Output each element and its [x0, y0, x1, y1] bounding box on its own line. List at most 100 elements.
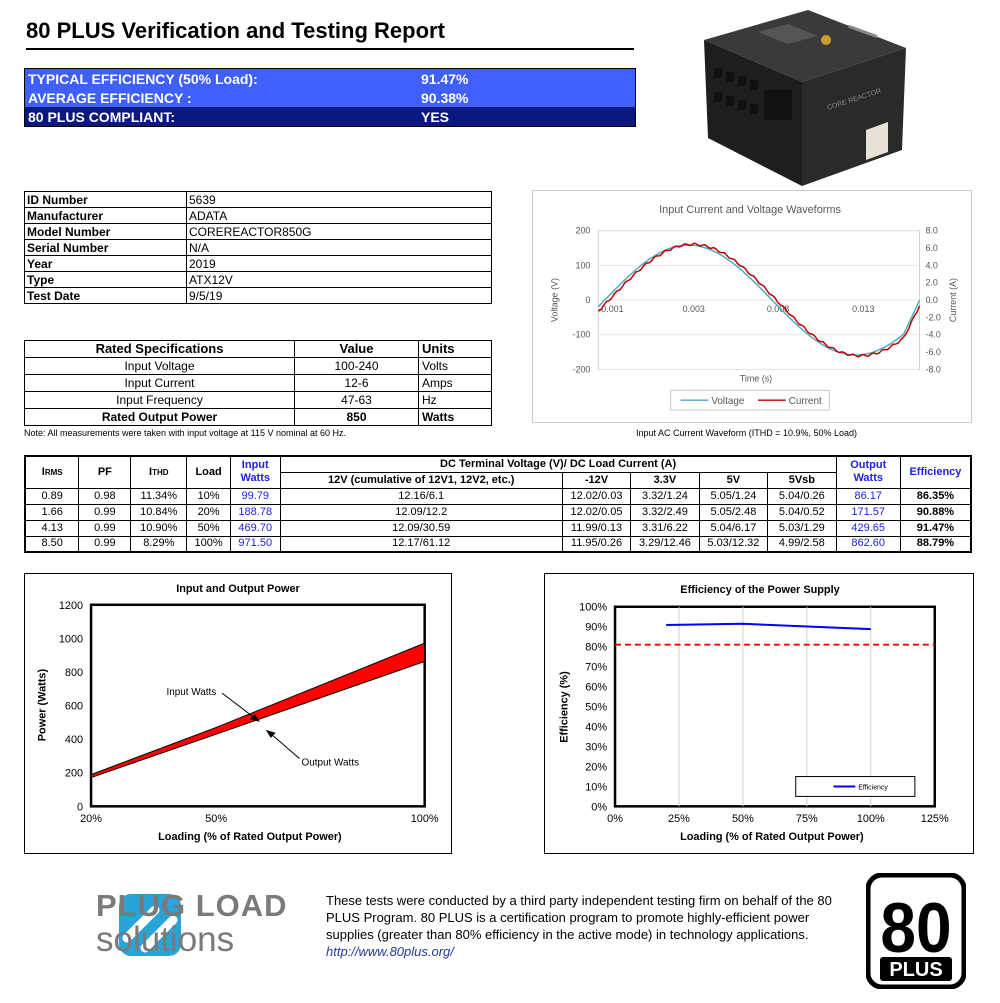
x-tick-label: 100% [411, 813, 439, 825]
efficiency-series-line [666, 622, 871, 631]
summary-row: 80 PLUS COMPLIANT: YES [25, 107, 635, 126]
info-value: COREREACTOR850G [186, 223, 492, 240]
power-chart: Input and Output Power 0 200 400 600 800 1000… [24, 573, 452, 854]
cell-ithd: 10.84% [130, 503, 188, 521]
cell-v5: 5.04/6.17 [698, 519, 769, 537]
report-title: 80 PLUS Verification and Testing Report [26, 18, 634, 50]
cell-input: 971.50 [229, 535, 281, 553]
rated-row: Input Current 12-6 Amps [24, 374, 492, 392]
info-label: ID Number [24, 191, 187, 208]
power-loss-band [90, 642, 426, 779]
cell-eff: 90.88% [899, 503, 972, 521]
80-plus-badge-icon: 80 PLUS [866, 873, 966, 989]
cell-output: 429.65 [835, 519, 901, 537]
info-row: ID Number 5639 [24, 191, 492, 208]
header-input-watts: Input Watts [229, 455, 281, 489]
rated-header-value: Value [294, 340, 419, 358]
80plus-link[interactable]: http://www.80plus.org/ [326, 944, 454, 959]
summary-row: AVERAGE EFFICIENCY : 90.38% [25, 88, 635, 107]
rated-value: 100-240 [294, 357, 419, 375]
y2-tick-label: 8.0 [925, 226, 937, 236]
header-ithd: ITHD [130, 455, 188, 489]
x-tick-label: 0.003 [683, 304, 705, 314]
info-label: Type [24, 271, 187, 288]
cell-pf: 0.98 [78, 487, 132, 505]
x-tick-label: 0% [607, 813, 623, 825]
legend-voltage: Voltage [711, 396, 745, 407]
y-tick-label: 100% [579, 602, 607, 614]
info-label: Serial Number [24, 239, 187, 256]
y-tick-label: -200 [573, 364, 591, 374]
header-output-watts: Output Watts [835, 455, 901, 489]
y2-axis-label: Current (A) [948, 278, 958, 322]
cell-pf: 0.99 [78, 503, 132, 521]
annotation-output-watts: Output Watts [302, 758, 359, 769]
y-tick-label: 50% [585, 702, 607, 714]
efficiency-chart: Efficiency of the Power Supply 0% 10% 20% 3… [544, 573, 974, 854]
table-row: 0.89 0.98 11.34% 10% 99.79 12.16/6.1 12.02/0.0… [24, 487, 972, 505]
rated-header-spec: Rated Specifications [24, 340, 295, 358]
rated-value: 12-6 [294, 374, 419, 392]
x-tick-label: 0.013 [852, 304, 874, 314]
cell-v33: 3.32/1.24 [630, 487, 700, 505]
y-tick-label: 60% [585, 682, 607, 694]
y-tick-label: 80% [585, 642, 607, 654]
y-tick-label: 400 [65, 734, 83, 746]
legend-efficiency: Efficiency [858, 784, 888, 791]
x-tick-label: 75% [796, 813, 818, 825]
cell-m12: 12.02/0.05 [561, 503, 632, 521]
header-minus-12v: -12V [561, 471, 632, 489]
efficiency-summary: TYPICAL EFFICIENCY (50% Load): 91.47% AV… [24, 68, 636, 127]
y2-tick-label: 4.0 [925, 260, 937, 270]
info-value: 9/5/19 [186, 287, 492, 304]
info-row: Serial Number N/A [24, 239, 492, 256]
cell-v5sb: 5.04/0.26 [767, 487, 837, 505]
y-tick-label: 800 [65, 667, 83, 679]
y-tick-label: 0 [585, 295, 590, 305]
waveform-caption: Input AC Current Waveform (ITHD = 10.9%,… [636, 428, 858, 438]
x-tick-label: 125% [921, 813, 949, 825]
cell-v12: 12.09/30.59 [279, 519, 563, 537]
y-tick-label: 40% [585, 721, 607, 733]
cell-output: 862.60 [835, 535, 901, 553]
cell-ithd: 11.34% [130, 487, 188, 505]
cell-v33: 3.31/6.22 [630, 519, 700, 537]
cell-m12: 11.99/0.13 [561, 519, 632, 537]
y2-tick-label: 0.0 [925, 295, 937, 305]
header-3-3v: 3.3V [630, 471, 700, 489]
x-tick-label: 50% [732, 813, 754, 825]
table-row: 1.66 0.99 10.84% 20% 188.78 12.09/12.2 12.02/0… [24, 503, 972, 521]
info-label: Year [24, 255, 187, 272]
cell-pf: 0.99 [78, 535, 132, 553]
y-tick-label: 600 [65, 701, 83, 713]
cell-input: 188.78 [229, 503, 281, 521]
load-test-table: IRMS PF ITHD Load Input Watts DC Termina… [24, 455, 972, 553]
cell-v5: 5.03/12.32 [698, 535, 769, 553]
cell-irms: 4.13 [24, 519, 80, 537]
info-row: Manufacturer ADATA [24, 207, 492, 224]
voltage-series-line [597, 244, 921, 356]
x-tick-label: 100% [857, 813, 885, 825]
cell-m12: 11.95/0.26 [561, 535, 632, 553]
y2-tick-label: -8.0 [925, 364, 940, 374]
cell-load: 100% [186, 535, 231, 553]
cell-v5sb: 4.99/2.58 [767, 535, 837, 553]
info-value: ATX12V [186, 271, 492, 288]
info-value: N/A [186, 239, 492, 256]
svg-text:PLUS: PLUS [889, 959, 942, 981]
cell-eff: 86.35% [899, 487, 972, 505]
header-irms: IRMS [24, 455, 80, 489]
y2-tick-label: -2.0 [925, 312, 940, 322]
y-tick-label: 1000 [59, 633, 83, 645]
y-tick-label: 10% [585, 781, 607, 793]
cell-input: 99.79 [229, 487, 281, 505]
rated-unit: Hz [418, 391, 492, 409]
info-value: 2019 [186, 255, 492, 272]
waveform-chart: Input Current and Voltage Waveforms 200 1… [532, 190, 972, 423]
y-tick-label: 200 [65, 768, 83, 780]
x-tick-label: 25% [668, 813, 690, 825]
cell-irms: 1.66 [24, 503, 80, 521]
rated-spec: Input Voltage [24, 357, 295, 375]
cell-pf: 0.99 [78, 519, 132, 537]
cell-v5sb: 5.03/1.29 [767, 519, 837, 537]
